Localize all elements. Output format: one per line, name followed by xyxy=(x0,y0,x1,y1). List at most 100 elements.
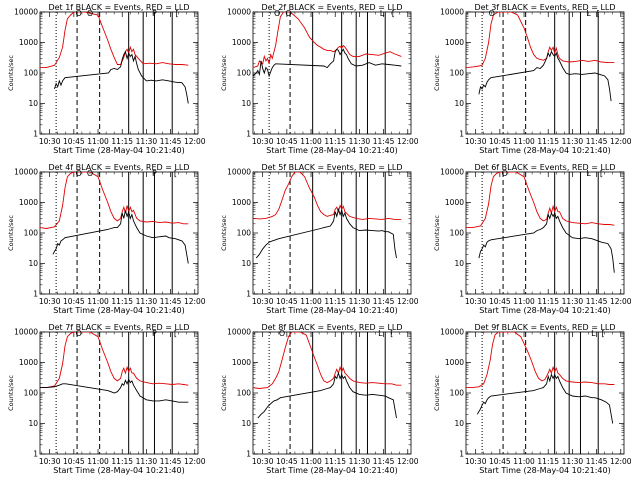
x-axis-label: Start Time (28-May-04 10:21:40) xyxy=(479,146,610,155)
marker-glyph: P xyxy=(152,329,157,338)
series-line-events xyxy=(478,50,612,102)
detector-plot-9: Det 9f BLACK = Events, RED = LLD 1 10 100 10… xyxy=(433,323,632,475)
plot-frame xyxy=(39,171,199,295)
series-line-lld xyxy=(253,172,402,220)
x-tick-label: 11:00 xyxy=(87,297,109,306)
y-tick-label: 10 xyxy=(241,259,251,268)
x-axis-label: Start Time (28-May-04 10:21:40) xyxy=(266,466,397,475)
y-tick-label: 100 xyxy=(450,229,465,238)
marker-glyph: [ xyxy=(175,9,178,18)
y-axis-label: Counts/sec xyxy=(433,55,441,91)
plot-title: Det 8f BLACK = Events, RED = LLD xyxy=(261,323,402,332)
x-tick-label: 10:30 xyxy=(252,137,274,146)
x-tick-label: 11:30 xyxy=(349,137,371,146)
marker-glyph: O xyxy=(87,169,93,178)
y-tick-label: 100 xyxy=(237,69,252,78)
y-tick-label: 1000 xyxy=(19,198,38,207)
marker-glyph: P xyxy=(152,169,157,178)
x-tick-label: 11:45 xyxy=(373,137,395,146)
plot-title: Det 4f BLACK = Events, RED = LLD xyxy=(48,163,189,172)
x-tick-label: 11:00 xyxy=(513,137,535,146)
y-tick-label: 1 xyxy=(33,450,38,459)
x-tick-label: 12:00 xyxy=(397,457,419,466)
y-tick-label: 1000 xyxy=(445,38,464,47)
marker-glyph: L xyxy=(388,169,393,178)
y-tick-label: 10 xyxy=(454,259,464,268)
series-line-events xyxy=(255,207,397,259)
detector-plot-3: Det 3f BLACK = Events, RED = LLD 1 10 100 10… xyxy=(433,3,632,155)
marker-glyph: O xyxy=(87,9,93,18)
series-line-events xyxy=(478,211,615,273)
plot-title: Det 1f BLACK = Events, RED = LLD xyxy=(48,3,189,12)
plot-title: Det 7f BLACK = Events, RED = LLD xyxy=(48,323,189,332)
x-tick-label: 11:45 xyxy=(373,297,395,306)
y-tick-label: 10 xyxy=(241,99,251,108)
y-tick-label: 10000 xyxy=(227,168,251,177)
x-tick-label: 11:15 xyxy=(324,457,346,466)
plot-title: Det 6f BLACK = Events, RED = LLD xyxy=(474,163,615,172)
plot-title: Det 2f BLACK = Events, RED = LLD xyxy=(261,3,402,12)
y-tick-label: 100 xyxy=(237,229,252,238)
series-line-events xyxy=(253,48,402,78)
x-tick-label: 10:30 xyxy=(252,457,274,466)
x-tick-label: 12:00 xyxy=(610,297,632,306)
plot-frame xyxy=(252,11,412,135)
plot-frame xyxy=(465,11,625,135)
x-tick-label: 10:45 xyxy=(489,457,511,466)
x-tick-label: 10:45 xyxy=(63,457,85,466)
series-line-lld xyxy=(40,332,189,389)
x-tick-label: 10:30 xyxy=(465,457,487,466)
x-tick-label: 11:45 xyxy=(160,457,182,466)
x-tick-label: 11:00 xyxy=(300,137,322,146)
x-tick-label: 10:45 xyxy=(489,297,511,306)
plot-title: Det 5f BLACK = Events, RED = LLD xyxy=(261,163,402,172)
plot-frame xyxy=(39,331,199,455)
y-tick-label: 10 xyxy=(28,259,38,268)
marker-glyph: O xyxy=(502,169,508,178)
x-tick-label: 11:30 xyxy=(349,457,371,466)
x-tick-label: 10:45 xyxy=(63,297,85,306)
y-tick-label: 1000 xyxy=(232,38,251,47)
detector-plot-4: Det 4f BLACK = Events, RED = LLD 1 10 100 10… xyxy=(7,163,206,315)
y-tick-label: 10 xyxy=(28,419,38,428)
y-tick-label: 10 xyxy=(241,419,251,428)
y-tick-label: 1 xyxy=(459,450,464,459)
marker-glyph: L xyxy=(591,329,596,338)
marker-glyph: O xyxy=(489,9,495,18)
x-tick-label: 10:45 xyxy=(276,137,298,146)
x-tick-label: 11:15 xyxy=(111,137,133,146)
x-tick-label: 11:00 xyxy=(300,297,322,306)
series-line-lld xyxy=(466,172,615,229)
x-tick-label: 11:15 xyxy=(111,457,133,466)
y-tick-label: 100 xyxy=(237,389,252,398)
x-tick-label: 11:15 xyxy=(324,137,346,146)
y-tick-label: 100 xyxy=(450,69,465,78)
marker-glyph: [ xyxy=(174,329,177,338)
y-axis-label: Counts/sec xyxy=(433,375,441,411)
y-tick-label: 10000 xyxy=(440,8,464,17)
y-tick-label: 10000 xyxy=(440,328,464,337)
x-tick-label: 10:30 xyxy=(39,137,61,146)
plot-frame xyxy=(252,331,412,455)
x-axis-label: Start Time (28-May-04 10:21:40) xyxy=(479,306,610,315)
plot-title: Det 9f BLACK = Events, RED = LLD xyxy=(474,323,615,332)
x-axis-label: Start Time (28-May-04 10:21:40) xyxy=(53,306,184,315)
x-tick-label: 10:30 xyxy=(39,297,61,306)
y-axis-label: Counts/sec xyxy=(220,375,228,411)
plot-frame xyxy=(252,171,412,295)
detector-plot-5: Det 5f BLACK = Events, RED = LLD 1 10 100 10… xyxy=(220,163,419,315)
x-tick-label: 11:00 xyxy=(87,137,109,146)
marker-glyph: O xyxy=(76,169,82,178)
y-axis-label: Counts/sec xyxy=(7,55,15,91)
x-tick-label: 12:00 xyxy=(397,137,419,146)
y-axis-label: Counts/sec xyxy=(7,215,15,251)
series-line-lld xyxy=(466,332,615,389)
y-tick-label: 100 xyxy=(24,229,39,238)
detector-plot-2: Det 2f BLACK = Events, RED = LLD 1 10 100 10… xyxy=(220,3,419,155)
x-tick-label: 11:30 xyxy=(562,297,584,306)
x-tick-label: 12:00 xyxy=(184,457,206,466)
x-tick-label: 11:15 xyxy=(111,297,133,306)
series-line-events xyxy=(257,371,397,419)
plot-frame xyxy=(465,171,625,295)
y-tick-label: 1 xyxy=(246,130,251,139)
